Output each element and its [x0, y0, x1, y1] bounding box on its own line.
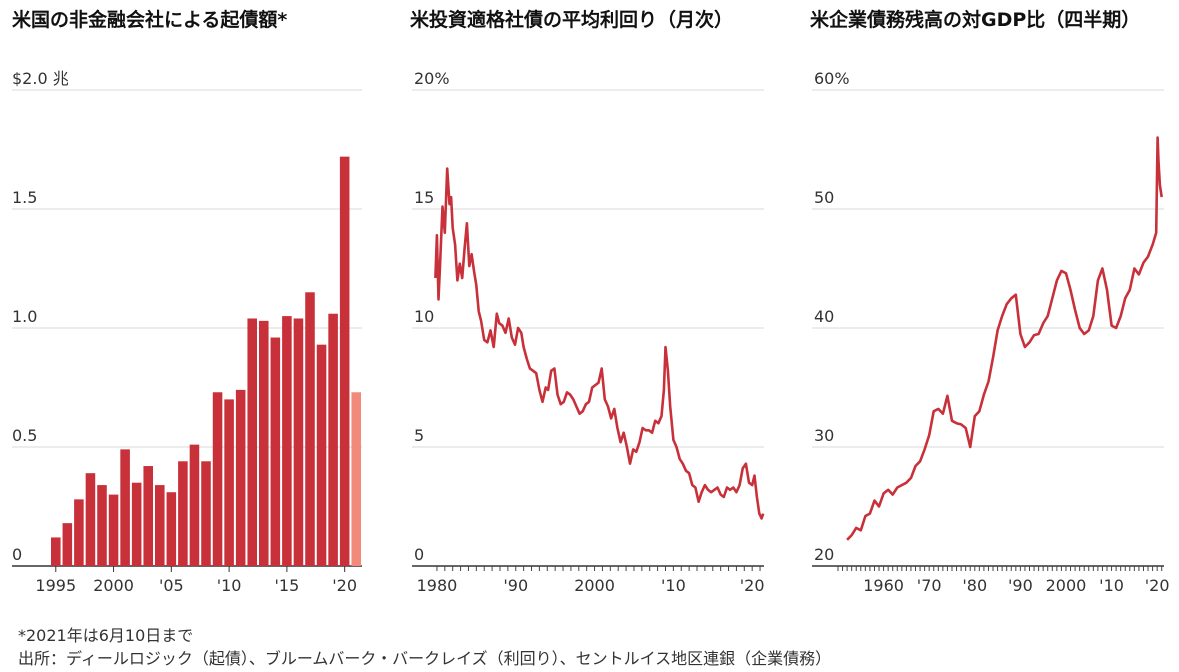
- bar: [224, 399, 234, 566]
- x-tick-label: 1995: [35, 576, 76, 595]
- y-tick-label: 30: [814, 426, 834, 445]
- x-tick-label: '20: [332, 576, 357, 595]
- chart-title: 米企業債務残高の対GDP比（四半期）: [810, 8, 1140, 31]
- y-tick-label: 0: [414, 545, 424, 564]
- x-tick-label: 1960: [863, 576, 904, 595]
- bar: [131, 482, 142, 566]
- x-tick-label: '70: [917, 576, 942, 595]
- x-tick-label: 2000: [1046, 576, 1087, 595]
- bar: [201, 461, 211, 566]
- bar: [97, 485, 107, 566]
- source-note: 出所：ディールロジック（起債）、ブルームバーク・バークレイズ（利回り）、セントル…: [18, 649, 832, 668]
- bar: [293, 318, 304, 566]
- y-tick-label: 5: [414, 426, 424, 445]
- chart-panel-ig-yield: 米投資適格社債の平均利回り（月次） 0 5 10 15 20% 1980 '90 2000 '10…: [410, 8, 765, 595]
- y-tick-label: 20%: [414, 69, 450, 88]
- x-tick-label: '90: [503, 576, 528, 595]
- x-tick-label: 1980: [417, 576, 458, 595]
- bar: [62, 523, 73, 566]
- y-tick-label: 60%: [814, 69, 850, 88]
- bar: [155, 485, 165, 566]
- y-tick-label: 0.5: [12, 426, 37, 445]
- bar: [74, 499, 84, 566]
- chart-panel-bond-issuance: 米国の非金融会社による起債額* 0 0.5 1.0 1.5 $2.0 兆 1995 2000 '…: [12, 8, 362, 595]
- x-tick-label: '90: [1008, 576, 1033, 595]
- series-line: [434, 167, 765, 520]
- bar: [270, 337, 281, 566]
- chart-title: 米国の非金融会社による起債額*: [12, 8, 287, 31]
- bar: [282, 316, 292, 566]
- y-tick-label: 50: [814, 188, 834, 207]
- bar: [328, 313, 338, 566]
- y-tick-label: 0: [12, 545, 22, 564]
- x-tick-label: '05: [159, 576, 184, 595]
- y-tick-label: 1.5: [12, 188, 37, 207]
- bar: [178, 461, 188, 566]
- x-tick-label: '20: [1145, 576, 1170, 595]
- y-tick-label: 10: [414, 307, 434, 326]
- bar: [259, 320, 269, 566]
- y-tick-label: 40: [814, 307, 834, 326]
- x-tick-label: '10: [217, 576, 242, 595]
- bar: [351, 392, 361, 566]
- bar: [85, 473, 96, 566]
- bar: [120, 449, 130, 566]
- bar: [108, 494, 119, 566]
- x-tick-label: 2000: [93, 576, 134, 595]
- y-tick-label: 15: [414, 188, 434, 207]
- footnote: *2021年は6月10日まで: [18, 626, 194, 645]
- x-tick-label: '20: [740, 576, 765, 595]
- bar: [235, 389, 246, 566]
- x-tick-label: 2000: [574, 576, 615, 595]
- x-tick-label: '15: [275, 576, 300, 595]
- bar: [316, 344, 327, 566]
- y-tick-label: 20: [814, 545, 834, 564]
- chart-title: 米投資適格社債の平均利回り（月次）: [410, 8, 733, 31]
- chart-panel-debt-to-gdp: 米企業債務残高の対GDP比（四半期） 20 30 40 50 60% 1960 '70 '80 '…: [810, 8, 1170, 595]
- x-tick-label: '10: [661, 576, 686, 595]
- y-tick-label: $2.0 兆: [12, 69, 69, 88]
- x-tick-label: '10: [1099, 576, 1124, 595]
- bar: [305, 292, 315, 566]
- series-line: [846, 136, 1163, 541]
- y-tick-label: 1.0: [12, 307, 37, 326]
- bar: [247, 318, 257, 566]
- x-tick-label: '80: [962, 576, 987, 595]
- bar: [166, 492, 177, 566]
- bar: [189, 444, 200, 566]
- chart-panels: 米国の非金融会社による起債額* 0 0.5 1.0 1.5 $2.0 兆 1995 2000 '…: [12, 8, 1170, 595]
- bar: [51, 537, 61, 566]
- bar: [339, 156, 350, 566]
- bar: [143, 466, 153, 566]
- bar: [212, 392, 223, 566]
